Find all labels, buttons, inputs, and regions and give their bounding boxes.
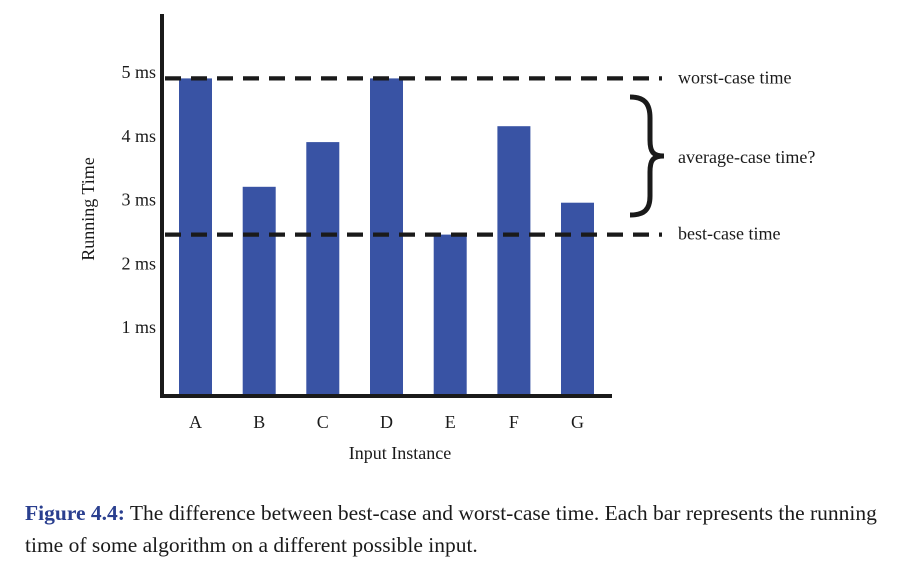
x-tick-label: D bbox=[380, 412, 393, 432]
reference-label-best-case: best-case time bbox=[678, 224, 780, 244]
bars-group bbox=[179, 78, 594, 397]
y-axis-label: Running Time bbox=[78, 157, 98, 261]
reference-label-worst-case: worst-case time bbox=[678, 67, 791, 87]
caption-text: The difference between best-case and wor… bbox=[25, 501, 877, 557]
bar-B bbox=[242, 186, 276, 397]
bar-chart: 1 ms 2 ms 3 ms 4 ms 5 ms A B C D E F G Running Tim… bbox=[78, 14, 815, 463]
x-tick-label: G bbox=[571, 412, 584, 432]
reference-line-labels: worst-case time best-case time bbox=[678, 67, 791, 243]
bar-E bbox=[433, 234, 467, 396]
figure-caption: Figure 4.4: The difference between best-… bbox=[25, 497, 887, 561]
x-tick-label: A bbox=[189, 412, 202, 432]
y-tick-labels: 1 ms 2 ms 3 ms 4 ms 5 ms bbox=[121, 62, 156, 337]
curly-brace-shape bbox=[629, 94, 665, 218]
x-tick-label: E bbox=[445, 412, 456, 432]
x-axis-label: Input Instance bbox=[349, 443, 451, 463]
bar-F bbox=[497, 126, 531, 396]
axes-group bbox=[160, 14, 612, 398]
average-case-label: average-case time? bbox=[678, 147, 815, 167]
x-tick-label: F bbox=[509, 412, 519, 432]
bar-A bbox=[179, 78, 212, 397]
x-tick-labels: A B C D E F G bbox=[189, 412, 584, 432]
x-tick-label: B bbox=[253, 412, 265, 432]
reference-lines-group bbox=[165, 76, 662, 237]
x-tick-label: C bbox=[317, 412, 329, 432]
y-tick-label: 3 ms bbox=[121, 190, 156, 210]
bar-D bbox=[370, 78, 403, 397]
y-tick-label: 4 ms bbox=[121, 126, 156, 146]
y-tick-label: 2 ms bbox=[121, 253, 156, 273]
y-tick-label: 1 ms bbox=[121, 317, 156, 337]
bar-C bbox=[306, 142, 340, 396]
caption-label: Figure 4.4: bbox=[25, 501, 125, 525]
bar-G bbox=[561, 202, 594, 396]
y-tick-label: 5 ms bbox=[121, 62, 156, 82]
